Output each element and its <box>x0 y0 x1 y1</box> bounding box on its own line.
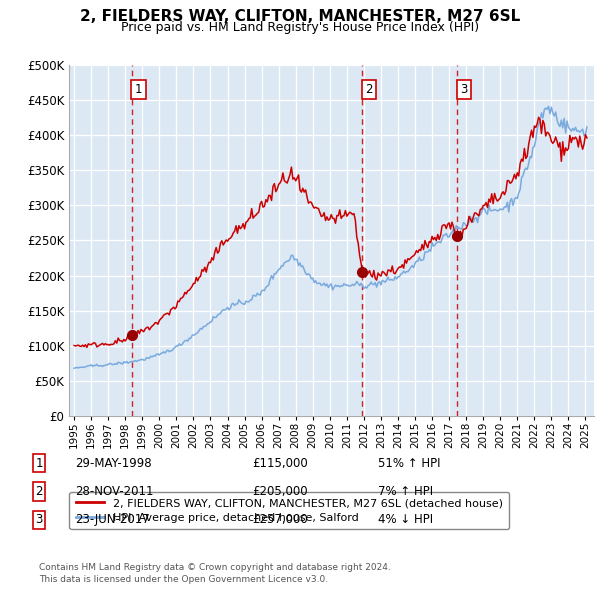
Text: 23-JUN-2017: 23-JUN-2017 <box>75 513 150 526</box>
Text: 1: 1 <box>35 457 43 470</box>
Text: 51% ↑ HPI: 51% ↑ HPI <box>378 457 440 470</box>
Text: 1: 1 <box>135 83 142 96</box>
Text: 28-NOV-2011: 28-NOV-2011 <box>75 485 154 498</box>
Text: 4% ↓ HPI: 4% ↓ HPI <box>378 513 433 526</box>
Text: 3: 3 <box>460 83 467 96</box>
Text: Contains HM Land Registry data © Crown copyright and database right 2024.
This d: Contains HM Land Registry data © Crown c… <box>39 563 391 584</box>
Text: 2: 2 <box>365 83 373 96</box>
Text: Price paid vs. HM Land Registry's House Price Index (HPI): Price paid vs. HM Land Registry's House … <box>121 21 479 34</box>
Text: 29-MAY-1998: 29-MAY-1998 <box>75 457 152 470</box>
Text: 3: 3 <box>35 513 43 526</box>
Text: 7% ↑ HPI: 7% ↑ HPI <box>378 485 433 498</box>
Text: £205,000: £205,000 <box>252 485 308 498</box>
Text: £257,000: £257,000 <box>252 513 308 526</box>
Text: £115,000: £115,000 <box>252 457 308 470</box>
Text: 2, FIELDERS WAY, CLIFTON, MANCHESTER, M27 6SL: 2, FIELDERS WAY, CLIFTON, MANCHESTER, M2… <box>80 9 520 24</box>
Text: 2: 2 <box>35 485 43 498</box>
Legend: 2, FIELDERS WAY, CLIFTON, MANCHESTER, M27 6SL (detached house), HPI: Average pri: 2, FIELDERS WAY, CLIFTON, MANCHESTER, M2… <box>70 491 509 529</box>
